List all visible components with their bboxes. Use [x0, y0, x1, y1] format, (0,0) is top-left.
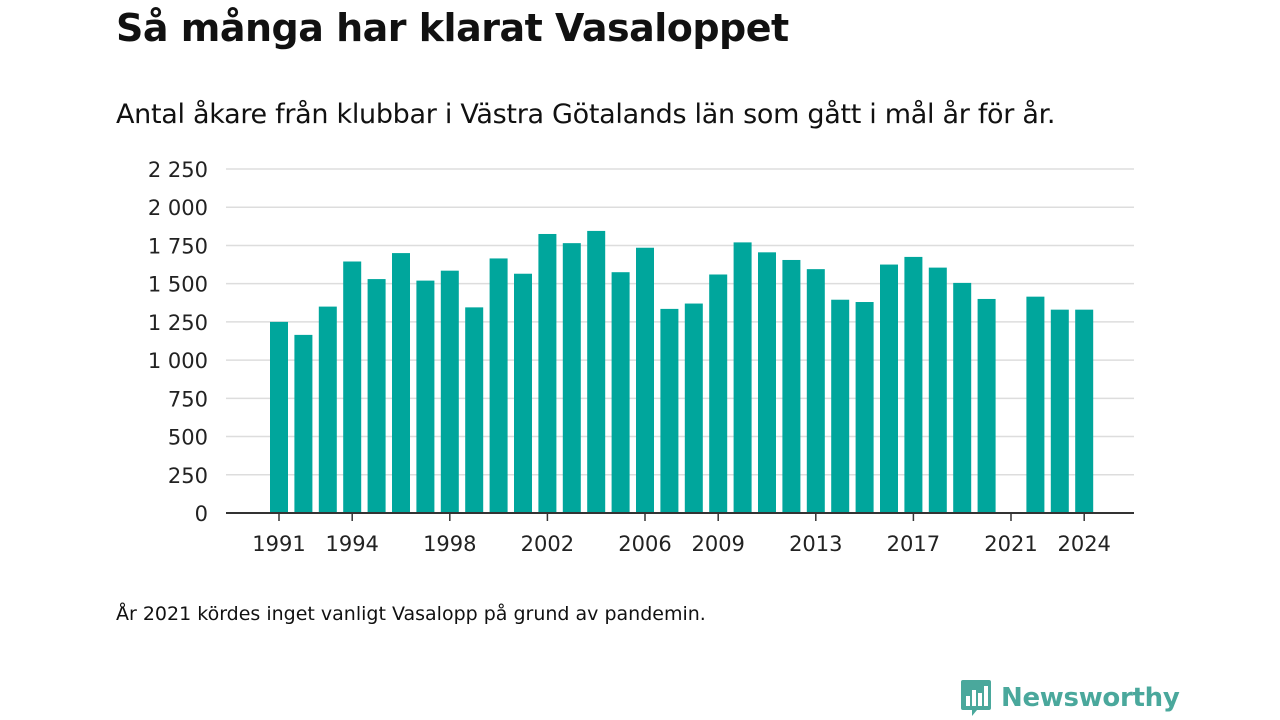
y-tick-label: 1 250	[148, 311, 208, 335]
bar-2010	[733, 242, 752, 514]
x-tick-label: 2002	[521, 532, 574, 556]
bar-2002	[538, 233, 557, 513]
bar-2009	[709, 274, 728, 513]
bar-1994	[343, 261, 362, 513]
x-tick-label: 1991	[252, 532, 305, 556]
bar-2001	[514, 273, 532, 513]
gridlines	[226, 168, 1134, 476]
y-tick-label: 1 000	[148, 349, 208, 373]
x-tick-label: 2006	[618, 532, 671, 556]
bar-chart: 0 250 500 750 1 000 1 250 1 500 1 750 2 000 2 250…	[148, 158, 1134, 556]
y-tick-label: 750	[168, 387, 208, 411]
bar-1991	[270, 321, 288, 513]
y-tick-label: 2 250	[148, 158, 208, 182]
x-tick-label: 1994	[325, 532, 378, 556]
y-tick-label: 1 500	[148, 273, 208, 297]
y-tick-label: 0	[195, 502, 208, 526]
x-axis-ticks	[278, 513, 1085, 521]
bar-2022	[1026, 296, 1045, 513]
bar-2015	[855, 302, 874, 513]
x-tick-label: 1998	[423, 532, 476, 556]
x-tick-label: 2009	[691, 532, 744, 556]
x-tick-label: 2013	[789, 532, 842, 556]
bar-2005	[611, 272, 630, 513]
bar-1997	[416, 280, 435, 513]
bar-2008	[684, 303, 703, 513]
chart-title: Så många har klarat Vasaloppet	[116, 6, 789, 50]
y-tick-label: 500	[168, 426, 208, 450]
bar-2016	[880, 264, 898, 513]
x-axis-labels: 1991 1994 1998 2002 2006 2009 2013 2017 2021 2024	[252, 532, 1111, 556]
bar-1999	[465, 307, 484, 513]
bar-2003	[562, 243, 581, 513]
bar-2007	[660, 308, 679, 513]
bar-2012	[782, 259, 801, 513]
bars	[270, 230, 1094, 514]
bar-2014	[831, 299, 850, 513]
bar-2011	[758, 252, 776, 513]
bar-2024	[1075, 309, 1094, 513]
x-tick-label: 2024	[1057, 532, 1110, 556]
bar-1998	[440, 270, 459, 513]
bar-2013	[806, 269, 825, 513]
y-axis-labels: 0 250 500 750 1 000 1 250 1 500 1 750 2 000 2 250	[148, 158, 208, 526]
y-tick-label: 2 000	[148, 196, 208, 220]
bar-2023	[1050, 309, 1069, 513]
bar-2017	[904, 256, 923, 513]
brand-logo: Newsworthy	[960, 678, 1180, 718]
x-tick-label: 2017	[887, 532, 940, 556]
footnote: År 2021 kördes inget vanligt Vasalopp på…	[116, 603, 706, 625]
x-tick-label: 2021	[984, 532, 1037, 556]
bar-2006	[636, 247, 654, 513]
bar-2018	[928, 267, 947, 513]
newsworthy-logo-icon	[961, 680, 991, 716]
bar-1993	[318, 306, 337, 513]
y-tick-label: 1 750	[148, 234, 208, 258]
bar-1995	[367, 279, 386, 513]
bar-2004	[587, 230, 606, 514]
bar-2000	[489, 258, 508, 513]
bar-2019	[953, 282, 972, 513]
bar-1992	[294, 334, 313, 513]
y-tick-label: 250	[168, 464, 208, 488]
brand-name: Newsworthy	[1001, 683, 1180, 713]
chart-subtitle: Antal åkare från klubbar i Västra Götala…	[116, 99, 1056, 130]
bar-1996	[392, 253, 410, 514]
bar-2020	[977, 298, 996, 513]
